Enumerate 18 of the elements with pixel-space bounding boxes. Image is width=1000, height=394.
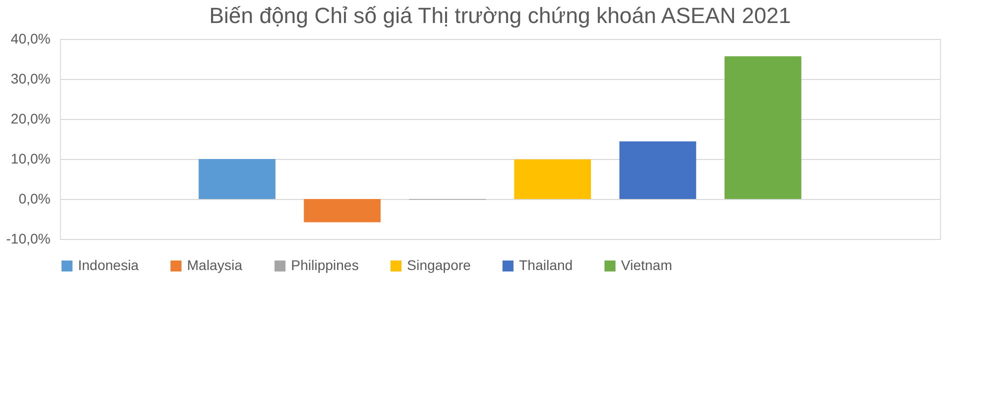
chart-title: Biến động Chỉ số giá Thị trường chứng khoán ASEAN 2021: [209, 3, 791, 28]
bar: [619, 141, 696, 199]
legend-label: Indonesia: [78, 257, 139, 273]
y-tick-label: -10,0%: [6, 230, 50, 246]
legend-label: Singapore: [407, 257, 472, 273]
y-tick-label: 0,0%: [18, 190, 50, 206]
legend-label: Philippines: [291, 257, 359, 273]
y-tick-label: 40,0%: [10, 30, 50, 46]
bar: [304, 199, 381, 222]
y-tick-label: 20,0%: [10, 110, 50, 126]
legend-label: Thailand: [519, 257, 573, 273]
bar: [514, 159, 591, 199]
y-tick-label: 30,0%: [10, 70, 50, 86]
y-tick-label: 10,0%: [10, 150, 50, 166]
bar: [198, 159, 276, 199]
legend-label: Vietnam: [621, 257, 672, 273]
legend-label: Malaysia: [187, 257, 242, 273]
bar: [724, 56, 802, 199]
